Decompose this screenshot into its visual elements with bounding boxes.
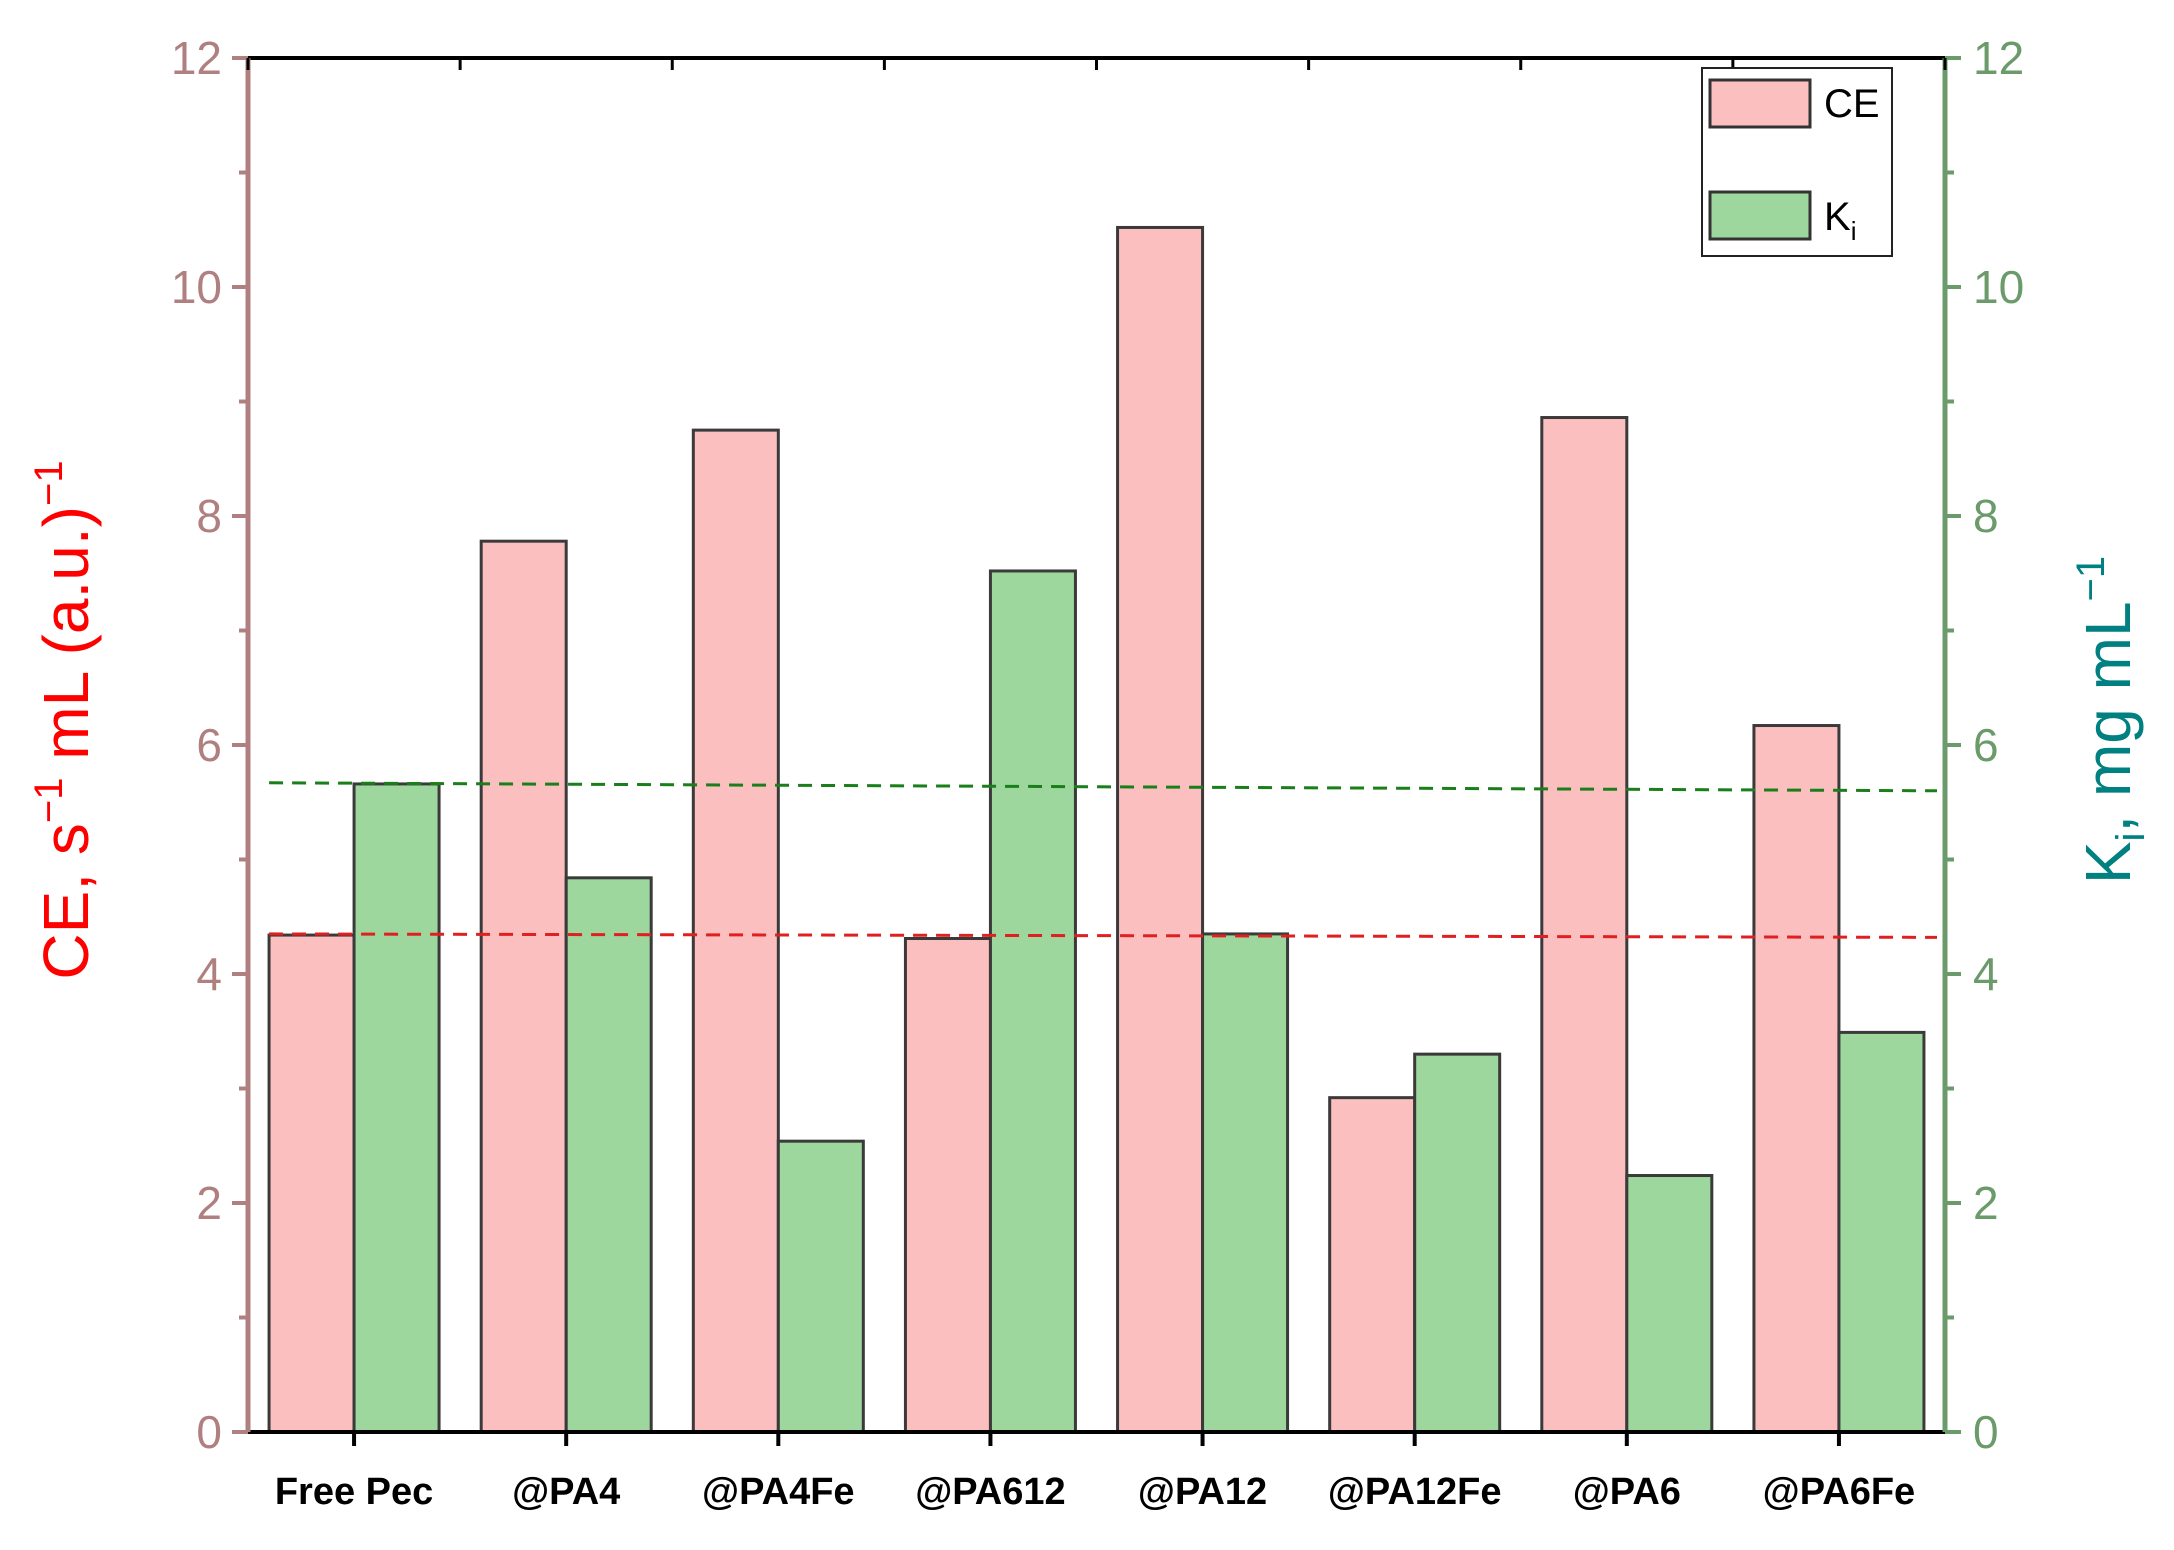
bars bbox=[267, 225, 1926, 1434]
category-label: @PA12Fe bbox=[1328, 1471, 1502, 1513]
right-tick-label: 4 bbox=[1973, 948, 1999, 1000]
reference-line-ce bbox=[269, 932, 1938, 939]
reference-line-ki bbox=[269, 781, 1938, 793]
reference-lines bbox=[269, 781, 1938, 939]
bar-ce-4 bbox=[1116, 225, 1205, 1434]
right-title-mid: , mg mL bbox=[2072, 601, 2144, 832]
bar-ce-1 bbox=[479, 539, 568, 1434]
left-tick-label: 12 bbox=[171, 32, 222, 84]
bar-ki-5 bbox=[1413, 1052, 1502, 1434]
left-tick-label: 10 bbox=[171, 261, 222, 313]
left-tick-label: 8 bbox=[196, 490, 222, 542]
category-label: @PA6 bbox=[1573, 1471, 1681, 1513]
bar-ki-1 bbox=[564, 876, 653, 1434]
legend-swatch-ce bbox=[1708, 78, 1812, 129]
right-tick-label: 0 bbox=[1973, 1406, 1999, 1458]
left-title-sup1: −1 bbox=[27, 778, 71, 824]
axes: 0 2 4 6 8 10 12 0 2 4 6 8 10 12 bbox=[171, 32, 2024, 1458]
left-tick-label: 2 bbox=[196, 1177, 222, 1229]
category-label: @PA4 bbox=[512, 1471, 620, 1513]
left-title-main: CE, s bbox=[30, 823, 102, 979]
bar-ce-0 bbox=[267, 933, 356, 1434]
right-tick-label: 10 bbox=[1973, 261, 2024, 313]
bar-ce-3 bbox=[903, 937, 992, 1434]
right-tick-label: 12 bbox=[1973, 32, 2024, 84]
bar-ki-7 bbox=[1837, 1030, 1926, 1434]
left-title-sup2: −1 bbox=[27, 460, 71, 506]
bar-ki-2 bbox=[776, 1139, 865, 1434]
category-label: @PA612 bbox=[915, 1471, 1065, 1513]
right-title-sub: i bbox=[2109, 833, 2153, 842]
legend-label-ki: Ki bbox=[1824, 195, 1856, 246]
legend-swatch-ki bbox=[1708, 190, 1812, 241]
category-label: Free Pec bbox=[275, 1471, 433, 1513]
right-title-main: K bbox=[2072, 841, 2144, 884]
left-tick-label: 6 bbox=[196, 719, 222, 771]
bar-ki-4 bbox=[1201, 932, 1290, 1434]
legend-label-ce: CE bbox=[1824, 82, 1880, 126]
legend-label-ki-sub: i bbox=[1851, 216, 1857, 246]
right-tick-label: 6 bbox=[1973, 719, 1999, 771]
bar-ce-2 bbox=[691, 428, 780, 1434]
category-label: @PA6Fe bbox=[1763, 1471, 1916, 1513]
right-tick-label: 2 bbox=[1973, 1177, 1999, 1229]
left-tick-label: 0 bbox=[196, 1406, 222, 1458]
right-title-sup: −1 bbox=[2069, 556, 2113, 602]
bar-ce-5 bbox=[1328, 1096, 1417, 1434]
legend-label-ki-main: K bbox=[1824, 195, 1851, 239]
legend: CE Ki bbox=[1701, 67, 1893, 257]
category-label: @PA12 bbox=[1138, 1471, 1267, 1513]
bar-ki-0 bbox=[352, 782, 441, 1434]
left-title-mid: mL (a.u.) bbox=[30, 506, 102, 777]
bar-ki-3 bbox=[988, 569, 1077, 1434]
bar-ki-6 bbox=[1625, 1174, 1714, 1434]
category-labels: Free Pec @PA4 @PA4Fe @PA612 @PA12 @PA12Fe @PA6… bbox=[275, 1471, 1915, 1513]
left-tick-label: 4 bbox=[196, 948, 222, 1000]
category-label: @PA4Fe bbox=[702, 1471, 855, 1513]
right-tick-label: 8 bbox=[1973, 490, 1999, 542]
bar-ce-7 bbox=[1752, 724, 1841, 1434]
left-axis-title: CE, s−1 mL (a.u.)−1 bbox=[27, 460, 102, 979]
right-axis-title: Ki, mg mL−1 bbox=[2069, 556, 2153, 884]
bar-ce-6 bbox=[1540, 416, 1629, 1434]
